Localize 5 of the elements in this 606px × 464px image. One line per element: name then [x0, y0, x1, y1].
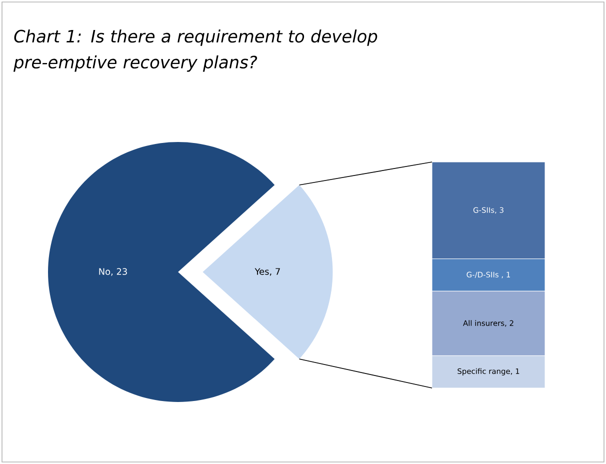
chart-title: Chart 1: Is there a requirement to develop pre-emptive recovery plans?	[13, 30, 378, 72]
slice-label: Yes	[254, 268, 269, 275]
data-label: , 23	[111, 268, 127, 276]
slice-label: No	[99, 268, 110, 275]
data-label: , 7	[270, 268, 280, 276]
